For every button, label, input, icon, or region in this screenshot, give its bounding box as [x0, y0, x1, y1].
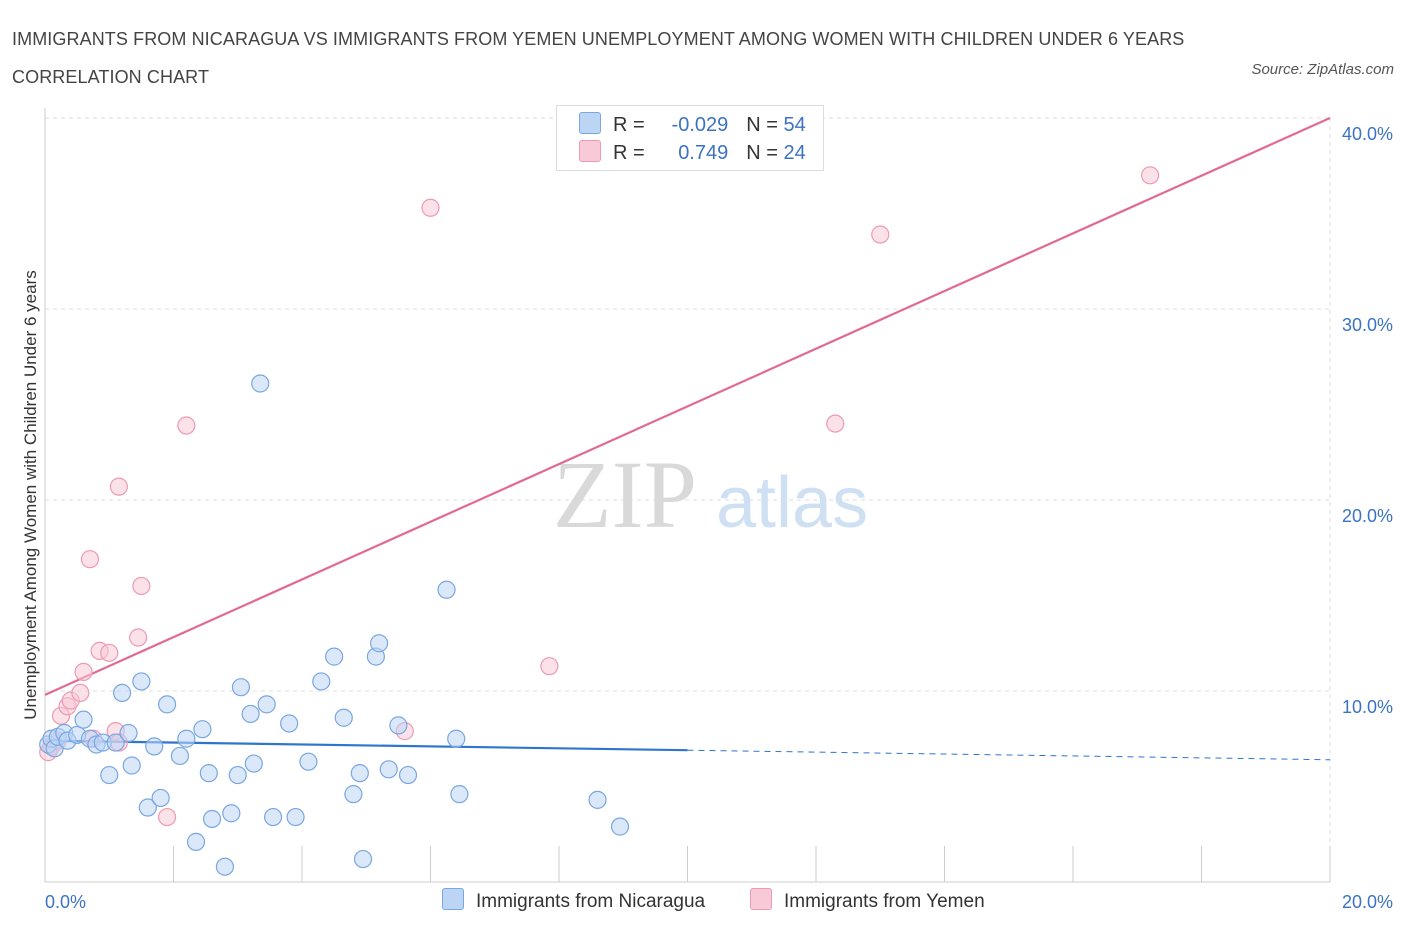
point-yemen: [132, 576, 151, 596]
point-nicaragua: [186, 832, 206, 851]
n-value: 54: [783, 114, 806, 136]
point-nicaragua: [286, 807, 305, 827]
point-nicaragua: [379, 760, 398, 779]
point-yemen: [157, 807, 177, 827]
y-tick-label: 20.0%: [1342, 506, 1393, 526]
x-tick-label: 20.0%: [1342, 892, 1393, 912]
nicaragua-swatch: [579, 112, 601, 134]
point-nicaragua: [299, 752, 318, 771]
point-nicaragua: [447, 729, 466, 748]
y-tick-label: 10.0%: [1342, 697, 1393, 717]
point-nicaragua: [610, 817, 630, 836]
r-label: R =: [613, 142, 645, 164]
point-nicaragua: [231, 678, 251, 697]
yemen-swatch: [579, 140, 601, 162]
point-nicaragua: [138, 798, 157, 817]
trend-line-nicaragua: [44, 739, 688, 752]
point-nicaragua: [132, 672, 151, 691]
point-nicaragua: [588, 790, 607, 809]
trend-line-nicaragua-extension: [687, 749, 1331, 761]
point-nicaragua: [177, 729, 196, 748]
y-tick-label: 40.0%: [1342, 124, 1393, 144]
point-nicaragua: [241, 704, 260, 724]
point-nicaragua: [370, 634, 389, 653]
point-yemen: [177, 416, 196, 435]
point-yemen: [540, 657, 559, 676]
point-yemen: [80, 550, 100, 569]
chart-title: IMMIGRANTS FROM NICARAGUA VS IMMIGRANTS …: [12, 29, 1185, 87]
bottom-legend-yemen: Immigrants from Yemen: [750, 888, 985, 913]
point-nicaragua: [119, 723, 138, 743]
point-nicaragua: [398, 765, 418, 785]
point-yemen: [100, 643, 119, 662]
point-nicaragua: [389, 716, 408, 735]
legend-label-nicaragua: Immigrants from Nicaragua: [476, 891, 706, 912]
point-yemen: [1140, 166, 1160, 185]
trend-line-yemen: [44, 116, 1331, 696]
point-yemen: [71, 683, 90, 703]
correlation-legend: R = -0.029 N = 54 R = 0.749 N = 24: [556, 105, 824, 171]
point-nicaragua: [280, 714, 299, 733]
point-nicaragua: [202, 809, 222, 829]
point-nicaragua: [263, 807, 283, 827]
watermark-zip: ZIP: [553, 441, 697, 548]
yemen-swatch: [750, 888, 772, 910]
point-yemen: [109, 477, 128, 496]
data-points: [39, 166, 1160, 876]
point-yemen: [871, 225, 890, 244]
watermark-atlas: atlas: [716, 463, 868, 543]
source-label: Source: ZipAtlas.com: [1251, 61, 1394, 78]
point-nicaragua: [193, 720, 212, 739]
bottom-legend-nicaragua: Immigrants from Nicaragua: [442, 888, 705, 913]
point-nicaragua: [344, 785, 363, 804]
point-nicaragua: [251, 374, 270, 393]
legend-row-yemen: R = 0.749 N = 24: [579, 140, 806, 166]
point-nicaragua: [437, 580, 456, 599]
point-nicaragua: [122, 756, 141, 775]
point-nicaragua: [353, 849, 373, 869]
point-nicaragua: [106, 733, 125, 752]
n-value: 24: [783, 142, 806, 164]
point-nicaragua: [74, 710, 93, 729]
point-yemen: [129, 628, 148, 647]
point-nicaragua: [100, 765, 119, 785]
point-nicaragua: [157, 695, 177, 714]
point-yemen: [74, 662, 93, 682]
point-nicaragua: [350, 764, 369, 783]
point-nicaragua: [151, 788, 170, 808]
point-nicaragua: [222, 804, 241, 823]
point-nicaragua: [244, 754, 263, 773]
legend-label-yemen: Immigrants from Yemen: [784, 891, 985, 912]
r-value: 0.749: [678, 142, 729, 164]
n-label: N =: [746, 114, 778, 136]
point-nicaragua: [170, 746, 190, 766]
legend-row-nicaragua: R = -0.029 N = 54: [579, 112, 806, 138]
point-nicaragua: [334, 708, 353, 727]
point-nicaragua: [257, 695, 276, 714]
y-tick-label: 30.0%: [1342, 315, 1393, 335]
point-yemen: [421, 198, 440, 217]
point-nicaragua: [145, 737, 164, 756]
nicaragua-swatch: [442, 888, 464, 910]
tick-labels: 10.0% 20.0% 30.0% 40.0% 0.0% 20.0%: [45, 124, 1393, 912]
point-nicaragua: [312, 672, 331, 691]
point-nicaragua: [228, 765, 247, 785]
y-axis-title: Unemployment Among Women with Children U…: [21, 270, 40, 719]
point-nicaragua: [215, 857, 234, 876]
point-nicaragua: [325, 647, 344, 666]
n-label: N =: [746, 142, 778, 164]
point-nicaragua: [112, 683, 132, 703]
r-value: -0.029: [671, 114, 729, 136]
x-tick-label: 0.0%: [45, 892, 86, 912]
point-yemen: [826, 414, 845, 433]
point-nicaragua: [199, 764, 218, 783]
point-nicaragua: [450, 785, 469, 804]
trend-lines: [44, 116, 1331, 761]
r-label: R =: [613, 114, 645, 136]
